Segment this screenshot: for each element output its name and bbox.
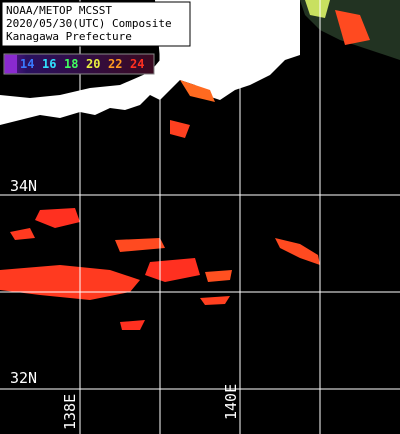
sst-blob <box>200 296 230 305</box>
legend-label: 20 <box>86 57 100 71</box>
sst-blob <box>120 320 145 330</box>
legend-label: 14 <box>20 57 34 71</box>
warm-patch <box>335 10 370 45</box>
latitude-label: 34N <box>10 177 37 195</box>
legend-label: 18 <box>64 57 78 71</box>
sst-blob <box>205 270 232 282</box>
header-line: 2020/05/30(UTC) Composite <box>6 17 172 30</box>
sst-blob <box>10 228 35 240</box>
legend-label: 16 <box>42 57 56 71</box>
sst-blob <box>115 238 165 252</box>
legend-label: 22 <box>108 57 122 71</box>
latitude-label: 32N <box>10 369 37 387</box>
header-line: NOAA/METOP MCSST <box>6 4 112 17</box>
header-line: Kanagawa Prefecture <box>6 30 132 43</box>
warm-patch <box>305 0 330 18</box>
warm-patch <box>170 120 190 138</box>
legend-swatch <box>5 55 17 73</box>
land <box>0 0 300 125</box>
sst-blob <box>275 238 320 265</box>
header-box <box>1 1 191 47</box>
legend-bar <box>3 53 155 75</box>
warm-patch <box>180 80 215 102</box>
sst-blob <box>0 265 140 300</box>
longitude-label: 140E <box>222 384 240 420</box>
legend-label: 24 <box>130 57 144 71</box>
sst-blob <box>145 258 200 282</box>
sst-blob <box>35 208 80 228</box>
longitude-label: 138E <box>61 394 79 430</box>
